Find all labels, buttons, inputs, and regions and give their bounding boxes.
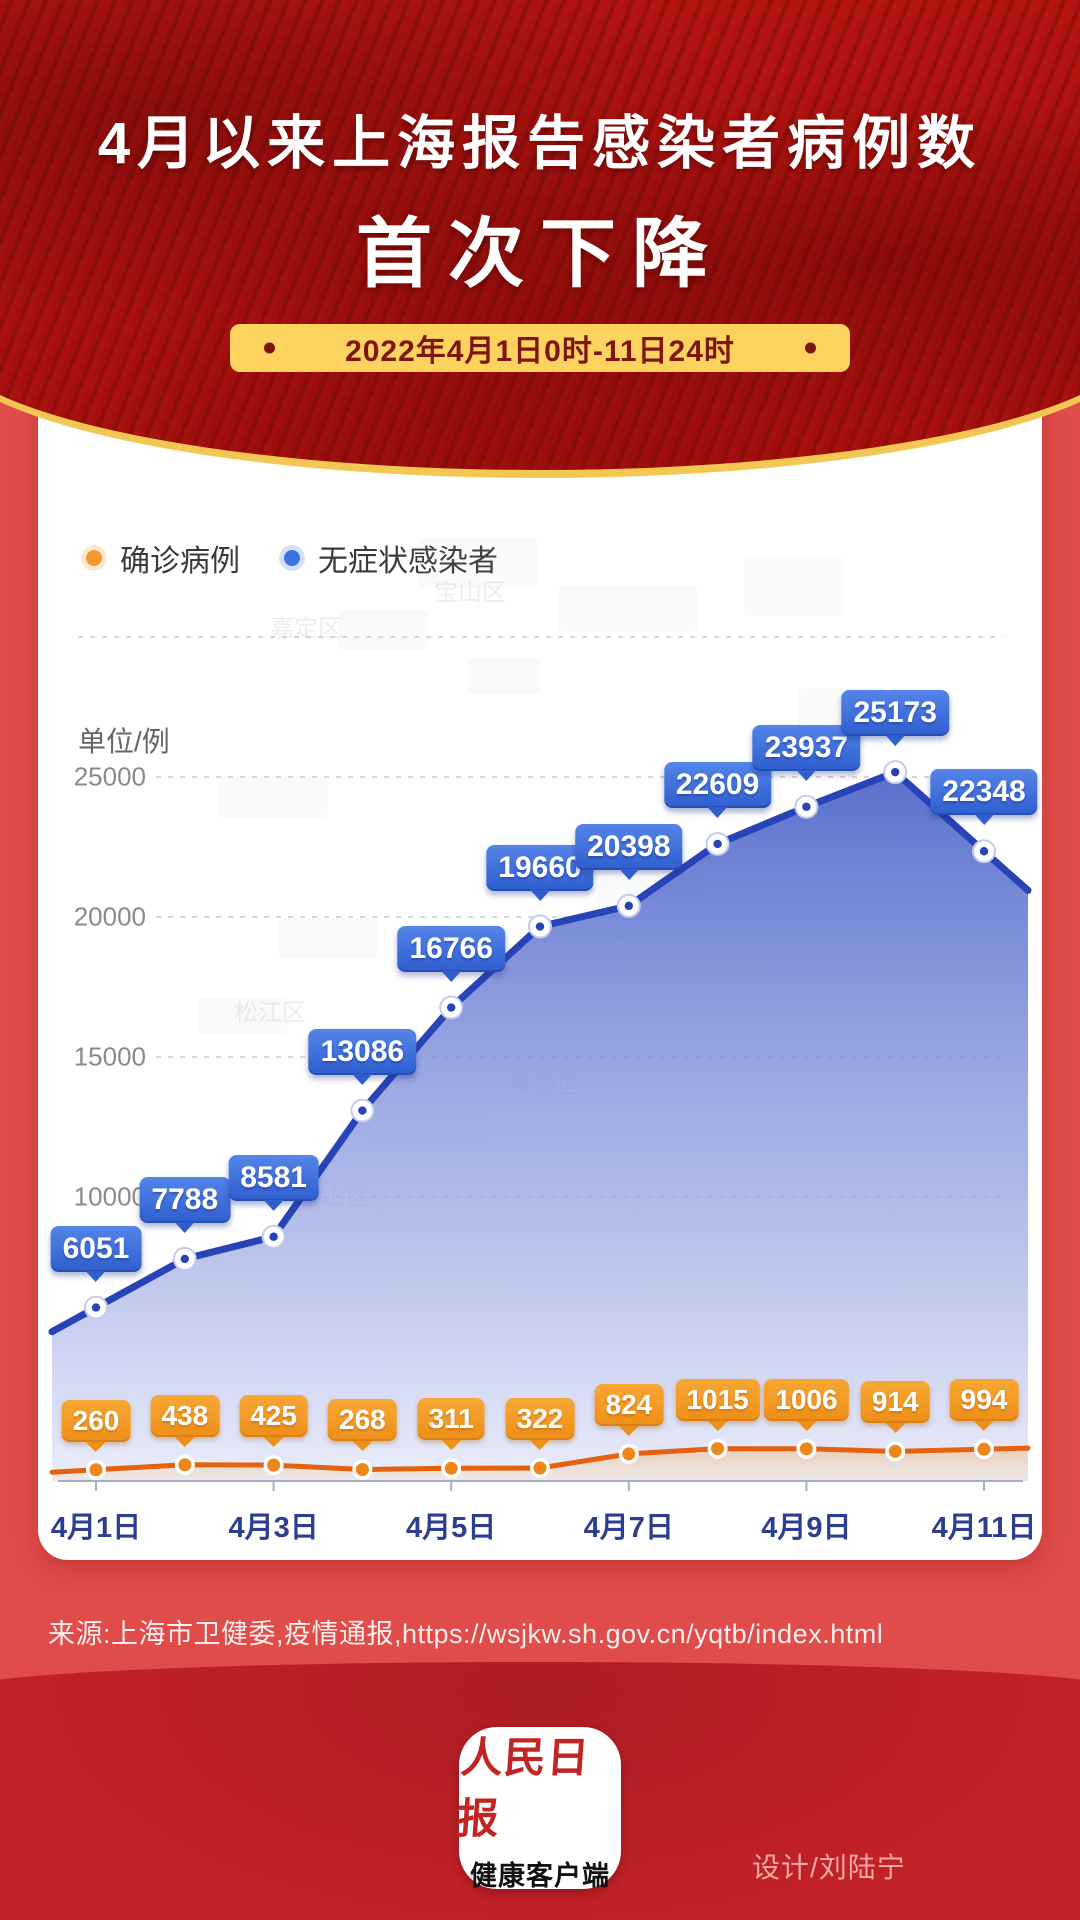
confirmed-value-tag: 1015 bbox=[675, 1378, 760, 1421]
map-watermark-shape bbox=[558, 586, 698, 632]
confirmed-point-core bbox=[444, 1461, 458, 1475]
page-title: 4月以来上海报告感染者病例数 bbox=[97, 111, 983, 176]
confirmed-point-core bbox=[89, 1463, 103, 1477]
confirmed-value-tag: 438 bbox=[150, 1394, 220, 1437]
asymptomatic-value-tag: 20398 bbox=[575, 823, 683, 870]
asymptomatic-point-core bbox=[624, 901, 633, 911]
y-axis-tick-label: 20000 bbox=[73, 901, 146, 932]
confirmed-area bbox=[52, 1448, 1028, 1481]
unit-label: 单位/例 bbox=[78, 726, 170, 757]
asymptomatic-value-tag: 13086 bbox=[308, 1028, 417, 1075]
asymptomatic-point-core bbox=[269, 1232, 278, 1241]
confirmed-value-tag: 824 bbox=[594, 1383, 664, 1426]
legend-swatch-icon bbox=[86, 550, 102, 566]
asymptomatic-point-core bbox=[979, 847, 989, 856]
confirmed-point-core bbox=[622, 1447, 636, 1461]
bullet-icon bbox=[805, 342, 816, 354]
asymptomatic-point-core bbox=[802, 802, 811, 811]
confirmed-value-tag: 994 bbox=[949, 1379, 1019, 1422]
confirmed-point-core bbox=[178, 1458, 192, 1472]
y-axis-tick-label: 10000 bbox=[73, 1181, 146, 1212]
map-watermark-shape bbox=[418, 538, 538, 588]
map-watermark-shape bbox=[278, 918, 378, 958]
page-subtitle: 首次下降 bbox=[356, 212, 724, 297]
legend-label: 无症状感染者 bbox=[318, 545, 498, 578]
map-watermark-shape bbox=[338, 610, 428, 650]
map-watermark-shape bbox=[744, 556, 844, 616]
y-axis-tick-label: 25000 bbox=[73, 761, 146, 792]
confirmed-point-core bbox=[977, 1442, 991, 1456]
map-watermark-shape bbox=[218, 778, 328, 818]
confirmed-point-core bbox=[711, 1442, 725, 1456]
asymptomatic-point-core bbox=[180, 1254, 189, 1264]
asymptomatic-point-core bbox=[358, 1106, 367, 1115]
asymptomatic-area bbox=[52, 772, 1028, 1481]
map-watermark-shape bbox=[468, 658, 540, 694]
confirmed-value-tag: 425 bbox=[239, 1395, 308, 1438]
bullet-icon bbox=[264, 342, 275, 354]
date-range-text: 2022年4月1日0时-11日24时 bbox=[345, 335, 735, 368]
map-district-label: 松江区 bbox=[234, 999, 306, 1027]
date-range-badge: 2022年4月1日0时-11日24时 bbox=[230, 324, 850, 372]
confirmed-value-tag: 914 bbox=[860, 1381, 930, 1424]
x-axis-tick-label: 4月5日 bbox=[406, 1512, 497, 1544]
confirmed-value-tag: 1006 bbox=[764, 1378, 849, 1421]
asymptomatic-value-tag: 8581 bbox=[228, 1154, 319, 1201]
x-axis-tick-label: 4月1日 bbox=[50, 1512, 142, 1544]
asymptomatic-value-tag: 7788 bbox=[139, 1176, 231, 1223]
confirmed-point-core bbox=[888, 1444, 902, 1458]
asymptomatic-value-tag: 22609 bbox=[663, 761, 772, 808]
legend-item: 无症状感染者 bbox=[284, 536, 498, 580]
logo-title: 人民日报 bbox=[454, 1732, 592, 1843]
chart-canvas bbox=[48, 636, 1032, 1491]
design-credit: 设计/刘陆宁 bbox=[752, 1852, 906, 1883]
asymptomatic-value-tag: 6051 bbox=[50, 1225, 142, 1272]
y-axis-tick-label: 15000 bbox=[73, 1041, 146, 1072]
asymptomatic-value-tag: 19660 bbox=[486, 844, 594, 891]
header-background bbox=[0, 0, 1080, 470]
confirmed-point-core bbox=[267, 1458, 281, 1472]
map-district-label: 嘉定区 bbox=[270, 615, 342, 643]
x-axis-tick-label: 4月3日 bbox=[228, 1512, 319, 1544]
asymptomatic-value-tag: 25173 bbox=[841, 690, 949, 737]
chart-legend: 确诊病例 无症状感染者 bbox=[86, 536, 498, 580]
source-text: 来源:上海市卫健委,疫情通报,https://wsjkw.sh.gov.cn/y… bbox=[48, 1619, 884, 1649]
logo-subtitle: 健康客户端 bbox=[470, 1860, 610, 1891]
map-district-label: 宝山区 bbox=[434, 579, 506, 607]
x-axis-tick-label: 4月7日 bbox=[583, 1512, 674, 1544]
confirmed-value-tag: 322 bbox=[505, 1397, 575, 1440]
x-axis-tick-label: 4月9日 bbox=[761, 1512, 852, 1544]
legend-label: 确诊病例 bbox=[120, 545, 240, 578]
legend-swatch-icon bbox=[284, 550, 300, 566]
confirmed-value-tag: 268 bbox=[328, 1399, 397, 1442]
confirmed-point-core bbox=[799, 1442, 813, 1456]
confirmed-value-tag: 311 bbox=[417, 1398, 485, 1441]
publisher-logo: 人民日报 健康客户端 bbox=[455, 1727, 621, 1891]
asymptomatic-point-core bbox=[891, 767, 900, 777]
asymptomatic-value-tag: 16766 bbox=[397, 925, 505, 972]
asymptomatic-value-tag: 22348 bbox=[930, 769, 1038, 816]
asymptomatic-point-core bbox=[713, 839, 722, 849]
confirmed-point-core bbox=[355, 1462, 369, 1476]
asymptomatic-point-core bbox=[91, 1303, 101, 1312]
asymptomatic-point-core bbox=[535, 922, 545, 931]
asymptomatic-point-core bbox=[447, 1003, 456, 1012]
confirmed-value-tag: 260 bbox=[61, 1399, 131, 1442]
x-axis-tick-label: 4月11日 bbox=[931, 1512, 1037, 1544]
legend-item: 确诊病例 bbox=[86, 536, 240, 580]
confirmed-point-core bbox=[533, 1461, 547, 1475]
map-watermark-shape bbox=[198, 998, 288, 1034]
